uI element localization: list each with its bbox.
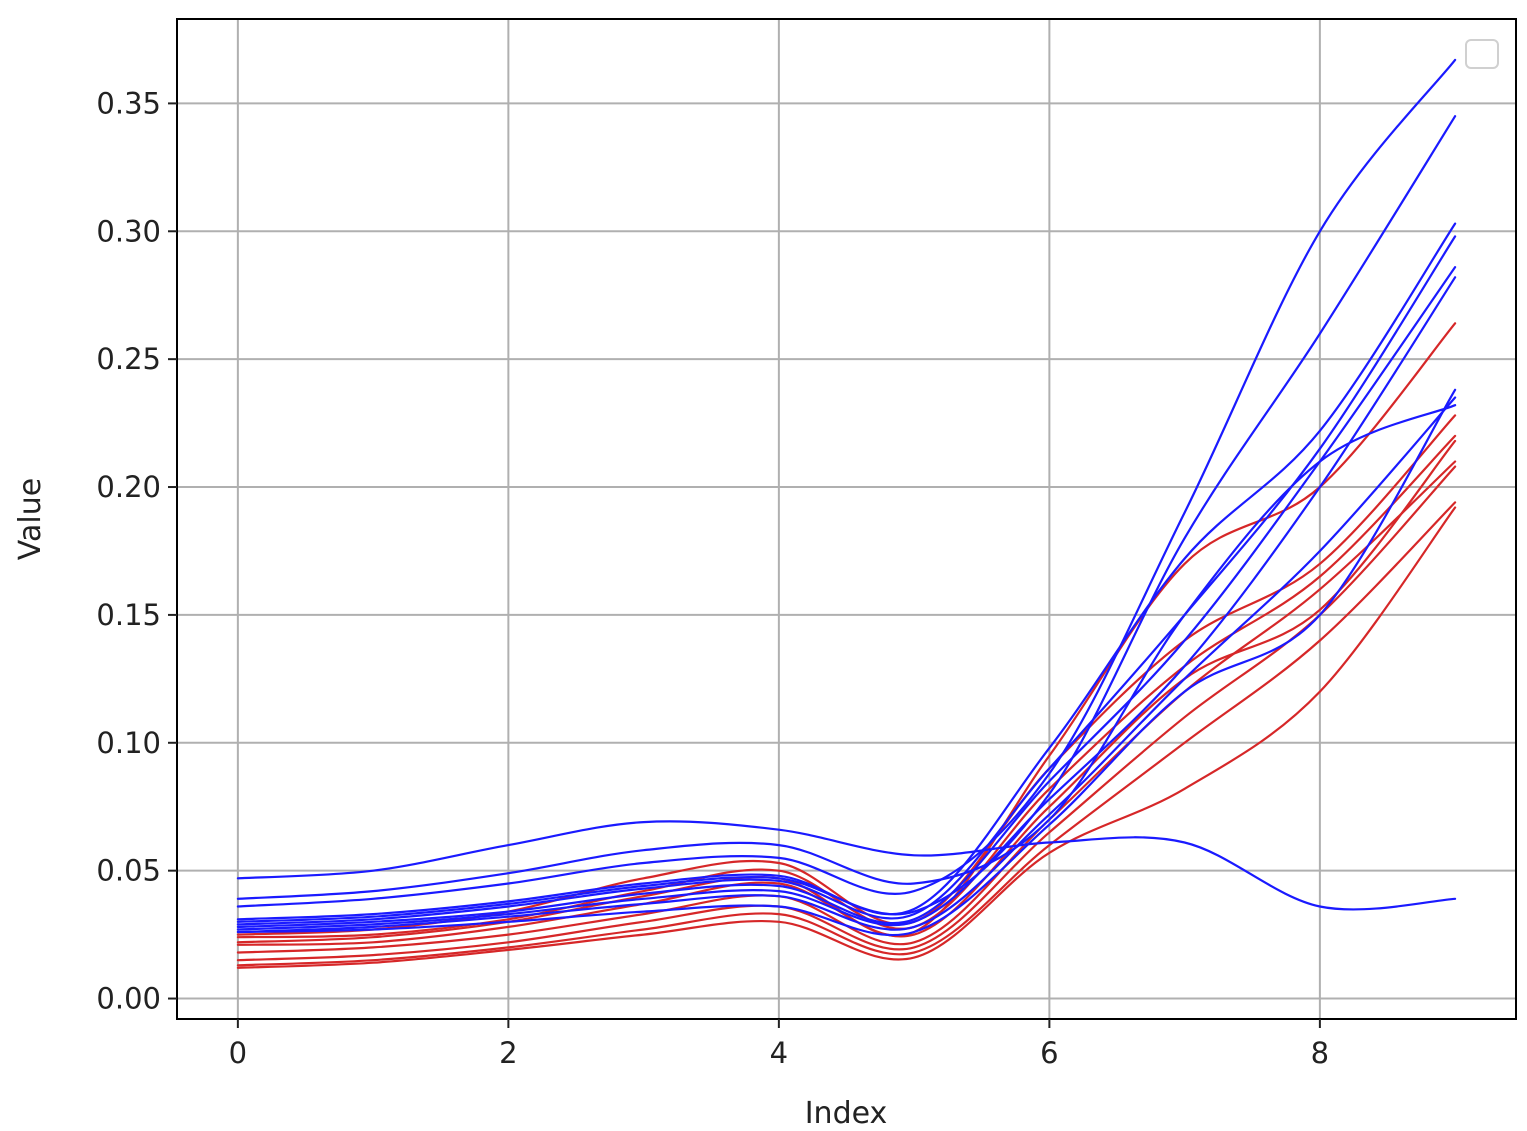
series-line-red [236,506,1457,969]
y-tick-label: 0.00 [96,982,161,1016]
series-line-blue [236,276,1457,931]
plot-frame [176,18,1517,1020]
x-tick-label: 2 [499,1036,517,1070]
x-tick-label: 0 [229,1036,247,1070]
legend-box [1465,39,1499,69]
series-line-blue [236,222,1457,921]
series-line-red [236,322,1457,944]
x-tick-label: 8 [1311,1036,1329,1070]
series-line-red [236,465,1457,962]
series-line-blue [236,388,1457,937]
series-line-blue [236,404,1457,900]
grid [177,19,1516,1019]
series-line-red [236,501,1457,967]
y-tick-label: 0.10 [96,726,161,760]
y-tick-label: 0.35 [96,86,161,120]
series-line-red [236,414,1457,936]
x-tick-label: 4 [770,1036,788,1070]
series-line-blue [236,820,1457,911]
series-line-blue [236,235,1457,926]
x-tick-label: 6 [1040,1036,1058,1070]
y-tick-label: 0.30 [96,214,161,248]
series-line-blue [236,58,1457,908]
series-lines [236,58,1457,969]
y-tick-label: 0.20 [96,470,161,504]
y-axis-label: Value [13,478,48,560]
x-axis-label: Index [805,1096,888,1131]
series-line-blue [236,396,1457,934]
series-line-red [236,434,1457,939]
y-tick-label: 0.05 [96,854,161,888]
series-line-red [236,460,1457,954]
y-tick-label: 0.25 [96,342,161,376]
axis-ticks: 0 2 4 6 8 0.00 0.05 0.10 0.15 0.20 0.25 0.30 0.35 [96,86,1329,1070]
series-line-blue [236,115,1457,923]
series-line-blue [236,266,1457,928]
y-tick-label: 0.15 [96,598,161,632]
